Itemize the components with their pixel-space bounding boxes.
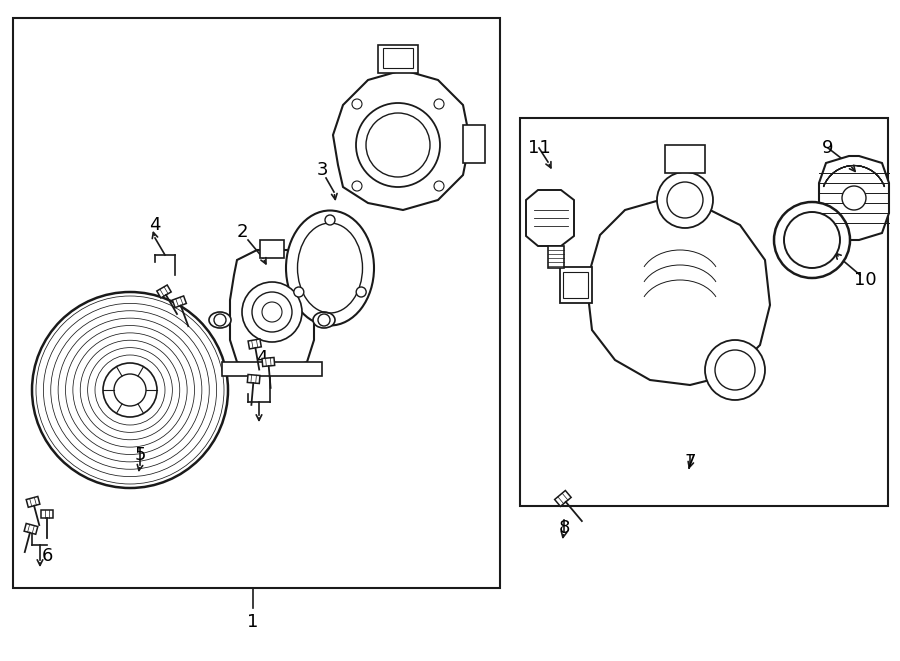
Circle shape	[842, 186, 866, 210]
Polygon shape	[157, 285, 171, 298]
Polygon shape	[819, 156, 889, 240]
Polygon shape	[173, 296, 186, 307]
Circle shape	[356, 287, 366, 297]
Circle shape	[356, 103, 440, 187]
Bar	[13, 18, 500, 588]
Polygon shape	[41, 510, 53, 518]
Circle shape	[434, 99, 444, 109]
Text: 8: 8	[558, 519, 570, 537]
Text: 7: 7	[684, 453, 696, 471]
Polygon shape	[230, 250, 314, 368]
Polygon shape	[248, 339, 261, 349]
Circle shape	[325, 215, 335, 225]
Ellipse shape	[209, 312, 231, 328]
Circle shape	[318, 314, 330, 326]
Text: 10: 10	[854, 271, 877, 289]
Ellipse shape	[286, 210, 374, 325]
Circle shape	[242, 282, 302, 342]
Text: 4: 4	[256, 349, 268, 367]
FancyBboxPatch shape	[548, 246, 564, 268]
Circle shape	[657, 172, 713, 228]
Polygon shape	[262, 358, 274, 366]
FancyBboxPatch shape	[463, 125, 485, 163]
Text: 9: 9	[823, 139, 833, 157]
Circle shape	[214, 314, 226, 326]
FancyBboxPatch shape	[383, 48, 413, 68]
FancyBboxPatch shape	[665, 145, 705, 173]
Polygon shape	[26, 496, 40, 507]
FancyBboxPatch shape	[560, 267, 592, 303]
Circle shape	[784, 212, 840, 268]
Text: 5: 5	[134, 446, 146, 464]
FancyBboxPatch shape	[260, 240, 284, 258]
Text: 3: 3	[316, 161, 328, 179]
FancyBboxPatch shape	[222, 362, 322, 376]
Text: 1: 1	[248, 613, 258, 631]
Text: 6: 6	[41, 547, 53, 565]
Circle shape	[715, 350, 755, 390]
Text: 2: 2	[236, 223, 248, 241]
FancyBboxPatch shape	[378, 45, 418, 73]
Polygon shape	[526, 190, 574, 246]
Circle shape	[252, 292, 292, 332]
Polygon shape	[588, 200, 770, 385]
Circle shape	[103, 363, 157, 417]
Circle shape	[262, 302, 282, 322]
Text: 11: 11	[527, 139, 551, 157]
Text: 4: 4	[149, 216, 161, 234]
Circle shape	[114, 374, 146, 406]
Circle shape	[352, 181, 362, 191]
Circle shape	[434, 181, 444, 191]
Circle shape	[32, 292, 228, 488]
Polygon shape	[248, 375, 260, 383]
Polygon shape	[333, 70, 470, 210]
FancyBboxPatch shape	[563, 272, 588, 298]
Circle shape	[293, 287, 304, 297]
Circle shape	[774, 202, 850, 278]
Circle shape	[667, 182, 703, 218]
Polygon shape	[554, 490, 572, 506]
Bar	[520, 118, 888, 506]
Circle shape	[705, 340, 765, 400]
Polygon shape	[24, 524, 38, 534]
Ellipse shape	[313, 312, 335, 328]
Circle shape	[352, 99, 362, 109]
